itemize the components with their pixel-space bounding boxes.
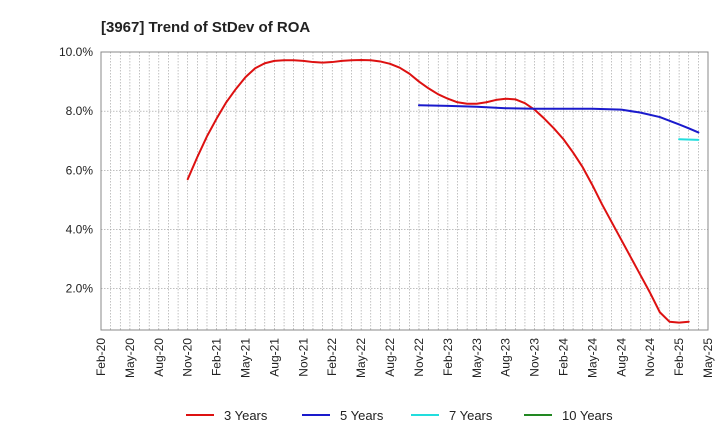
y-tick-label: 4.0% [66,222,94,236]
x-axis-ticks: Feb-20 May-20 Aug-20 Nov-20 Feb-21 May-21 Aug-… [94,338,715,378]
legend-label: 3 Years [224,408,268,423]
axes [100,51,709,331]
legend-label: 10 Years [562,408,613,423]
plot-background [101,52,708,330]
x-tick-label: Nov-24 [643,338,657,377]
x-tick-label: Aug-21 [267,338,281,377]
series-line-5-years [417,104,700,134]
x-tick-label: Feb-22 [325,338,339,376]
series-line-3-years [186,58,690,324]
x-tick-label: May-23 [470,338,484,378]
x-tick-label: Aug-22 [383,338,397,377]
legend-item-10-years: 10 Years [524,408,613,423]
x-tick-label: Aug-24 [614,338,628,377]
x-tick-label: Nov-20 [181,338,195,377]
x-tick-label: May-22 [354,338,368,378]
x-tick-label: Nov-23 [528,338,542,377]
x-tick-label: Feb-23 [441,338,455,376]
legend-item-7-years: 7 Years [411,408,493,423]
legend-item-5-years: 5 Years [302,408,384,423]
x-tick-label: Nov-22 [412,338,426,377]
x-tick-label: May-20 [123,338,137,378]
y-axis-ticks: 2.0% 4.0% 6.0% 8.0% 10.0% [59,45,93,296]
x-tick-label: May-24 [585,338,599,378]
series-line-7-years [678,138,700,141]
plot-border [100,51,709,331]
x-tick-label: Feb-20 [94,338,108,376]
x-tick-label: Feb-25 [672,338,686,376]
chart-title: [3967] Trend of StDev of ROA [101,19,310,36]
x-tick-label: Feb-21 [210,338,224,376]
x-tick-label: Aug-20 [152,338,166,377]
x-tick-label: May-25 [701,338,715,378]
x-tick-label: Feb-24 [556,338,570,376]
legend-label: 5 Years [340,408,384,423]
plot-area [101,52,708,330]
x-tick-label: Nov-21 [296,338,310,377]
y-tick-label: 10.0% [59,45,93,59]
y-tick-label: 6.0% [66,163,94,177]
legend: 3 Years 5 Years 7 Years 10 Years [186,408,613,423]
grid [101,51,708,330]
x-tick-label: May-21 [239,338,253,378]
y-tick-label: 8.0% [66,104,94,118]
legend-label: 7 Years [449,408,493,423]
y-tick-label: 2.0% [66,282,94,296]
legend-item-3-years: 3 Years [186,408,268,423]
series-layer [186,58,700,324]
x-tick-label: Aug-23 [499,338,513,377]
